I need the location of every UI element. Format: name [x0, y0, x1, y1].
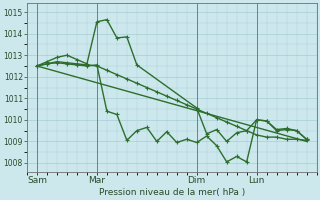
X-axis label: Pression niveau de la mer( hPa ): Pression niveau de la mer( hPa ) — [99, 188, 245, 197]
